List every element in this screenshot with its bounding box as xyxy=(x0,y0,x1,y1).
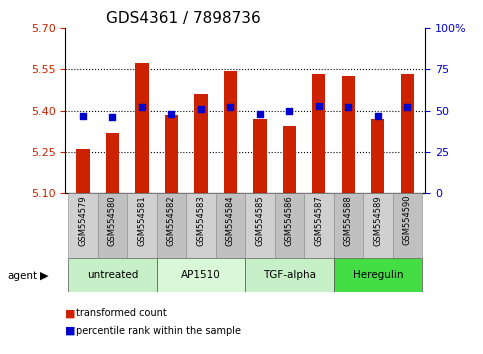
Point xyxy=(79,113,87,118)
Text: GSM554584: GSM554584 xyxy=(226,195,235,246)
Bar xyxy=(215,193,245,258)
Point xyxy=(344,104,352,110)
Text: untreated: untreated xyxy=(87,270,138,280)
Point xyxy=(403,104,411,110)
Bar xyxy=(393,193,422,258)
Bar xyxy=(253,119,267,193)
Bar xyxy=(341,76,355,193)
Bar xyxy=(76,149,89,193)
Bar xyxy=(283,126,296,193)
Text: transformed count: transformed count xyxy=(76,308,167,318)
Bar xyxy=(401,74,414,193)
Point xyxy=(315,103,323,109)
Text: GSM554585: GSM554585 xyxy=(256,195,264,246)
Text: GSM554588: GSM554588 xyxy=(344,195,353,246)
Point xyxy=(138,104,146,110)
Text: ■: ■ xyxy=(65,326,76,336)
Text: GSM554590: GSM554590 xyxy=(403,195,412,245)
Bar xyxy=(245,193,275,258)
Bar xyxy=(135,63,149,193)
Bar xyxy=(224,71,237,193)
Bar xyxy=(106,132,119,193)
Bar xyxy=(312,74,326,193)
Bar xyxy=(194,94,208,193)
Text: TGF-alpha: TGF-alpha xyxy=(263,270,316,280)
Bar xyxy=(156,258,245,292)
Point xyxy=(109,114,116,120)
Text: GSM554587: GSM554587 xyxy=(314,195,323,246)
Text: GSM554583: GSM554583 xyxy=(197,195,205,246)
Bar xyxy=(363,193,393,258)
Text: GSM554589: GSM554589 xyxy=(373,195,383,246)
Text: ▶: ▶ xyxy=(40,271,49,281)
Point xyxy=(256,111,264,117)
Bar xyxy=(334,193,363,258)
Bar xyxy=(156,193,186,258)
Point xyxy=(197,106,205,112)
Text: GDS4361 / 7898736: GDS4361 / 7898736 xyxy=(106,11,261,25)
Bar xyxy=(98,193,127,258)
Text: percentile rank within the sample: percentile rank within the sample xyxy=(76,326,242,336)
Bar xyxy=(245,258,334,292)
Text: GSM554581: GSM554581 xyxy=(137,195,146,246)
Point xyxy=(227,104,234,110)
Bar xyxy=(127,193,156,258)
Bar xyxy=(304,193,334,258)
Bar xyxy=(68,193,98,258)
Text: GSM554580: GSM554580 xyxy=(108,195,117,246)
Bar xyxy=(334,258,422,292)
Text: ■: ■ xyxy=(65,308,76,318)
Text: GSM554579: GSM554579 xyxy=(78,195,87,246)
Bar xyxy=(165,115,178,193)
Point xyxy=(374,113,382,118)
Bar xyxy=(186,193,215,258)
Text: GSM554582: GSM554582 xyxy=(167,195,176,246)
Text: GSM554586: GSM554586 xyxy=(285,195,294,246)
Point xyxy=(285,108,293,114)
Bar xyxy=(371,119,384,193)
Text: AP1510: AP1510 xyxy=(181,270,221,280)
Text: Heregulin: Heregulin xyxy=(353,270,403,280)
Point xyxy=(168,111,175,117)
Bar xyxy=(68,258,156,292)
Bar xyxy=(275,193,304,258)
Text: agent: agent xyxy=(7,271,37,281)
